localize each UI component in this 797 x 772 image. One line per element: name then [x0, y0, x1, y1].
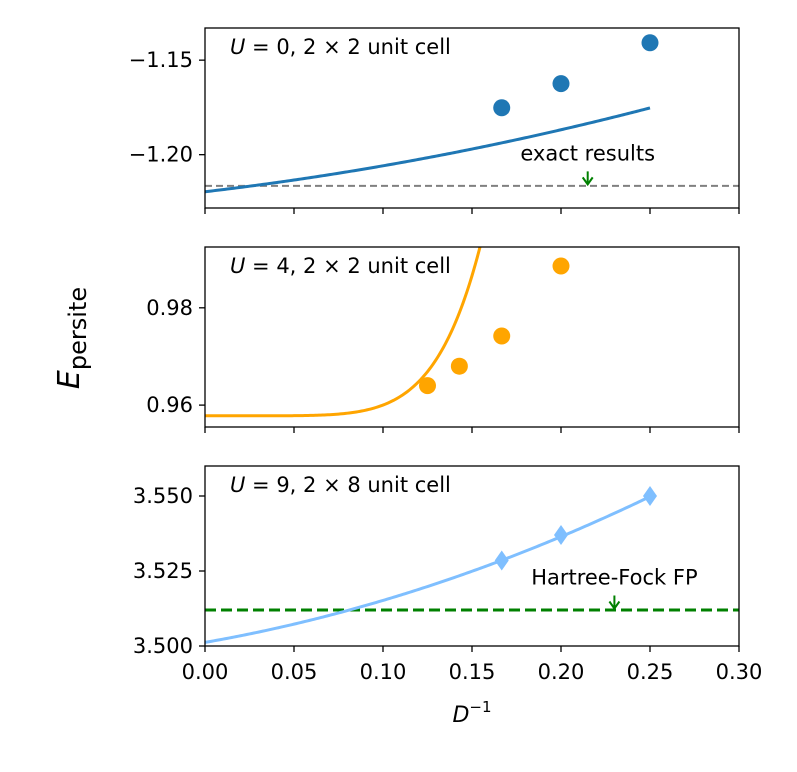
x-tick-label: 0.05	[271, 660, 318, 684]
panel-title-symbol: U	[230, 254, 245, 278]
panel-title: U = 9, 2 × 8 unit cell	[230, 473, 451, 497]
y-tick-label: 3.550	[133, 484, 193, 508]
panel-title-rest: = 0, 2 × 2 unit cell	[245, 35, 451, 59]
y-axis-label-main: E	[52, 370, 87, 389]
y-tick-label: 3.525	[133, 559, 193, 583]
y-tick-label: 0.98	[146, 296, 193, 320]
data-point	[552, 257, 570, 275]
x-tick-label: 0.15	[449, 660, 496, 684]
x-tick-label: 0.30	[716, 660, 763, 684]
annotation-arrow-head	[581, 176, 594, 187]
x-tick-label: 0.10	[360, 660, 407, 684]
y-tick-label: −1.15	[129, 48, 193, 72]
data-point	[450, 357, 468, 375]
y-tick-label: 0.96	[146, 393, 193, 417]
panel-frame	[204, 27, 740, 209]
fit-curve	[205, 106, 651, 194]
panel-title-rest: = 9, 2 × 8 unit cell	[245, 473, 451, 497]
panel-title-rest: = 4, 2 × 2 unit cell	[245, 254, 451, 278]
y-axis-label: Epersite	[52, 287, 92, 389]
panel-title: U = 4, 2 × 2 unit cell	[230, 254, 451, 278]
x-axis-label-main: D	[452, 703, 469, 728]
y-tick-label: −1.20	[129, 143, 193, 167]
data-point	[552, 75, 570, 93]
data-point	[494, 550, 509, 571]
panel-1: exact results U = 0, 2 × 2 unit cell −1.15…	[129, 27, 740, 214]
annotation-arrow-head	[608, 600, 621, 611]
data-point	[493, 99, 511, 117]
data-point	[641, 34, 659, 52]
x-tick-label: 0.20	[538, 660, 585, 684]
fit-curve	[205, 247, 482, 418]
panel-frame	[204, 246, 740, 428]
data-point	[643, 486, 657, 506]
panel-title-symbol: U	[230, 473, 245, 497]
x-axis-label-sup: −1	[469, 698, 491, 716]
data-point	[554, 525, 568, 545]
y-tick-label: 3.500	[133, 634, 193, 658]
annotation-text: exact results	[520, 141, 655, 165]
panel-3: Hartree-Fock FP U = 9, 2 × 8 unit cell 3.5…	[133, 465, 763, 684]
fit-curve	[205, 495, 651, 644]
panel-title: U = 0, 2 × 2 unit cell	[230, 35, 451, 59]
panel-frame	[204, 465, 740, 647]
x-tick-label: 0.25	[627, 660, 674, 684]
y-axis-label-sub: persite	[64, 287, 92, 370]
panel-title-symbol: U	[230, 35, 245, 59]
panel-2: U = 4, 2 × 2 unit cell 0.98 0.96	[146, 246, 740, 433]
data-point	[419, 377, 436, 395]
data-point	[493, 327, 511, 345]
x-tick-label: 0.00	[182, 660, 229, 684]
annotation-text: Hartree-Fock FP	[531, 566, 697, 590]
x-axis-label: D−1	[452, 698, 491, 728]
